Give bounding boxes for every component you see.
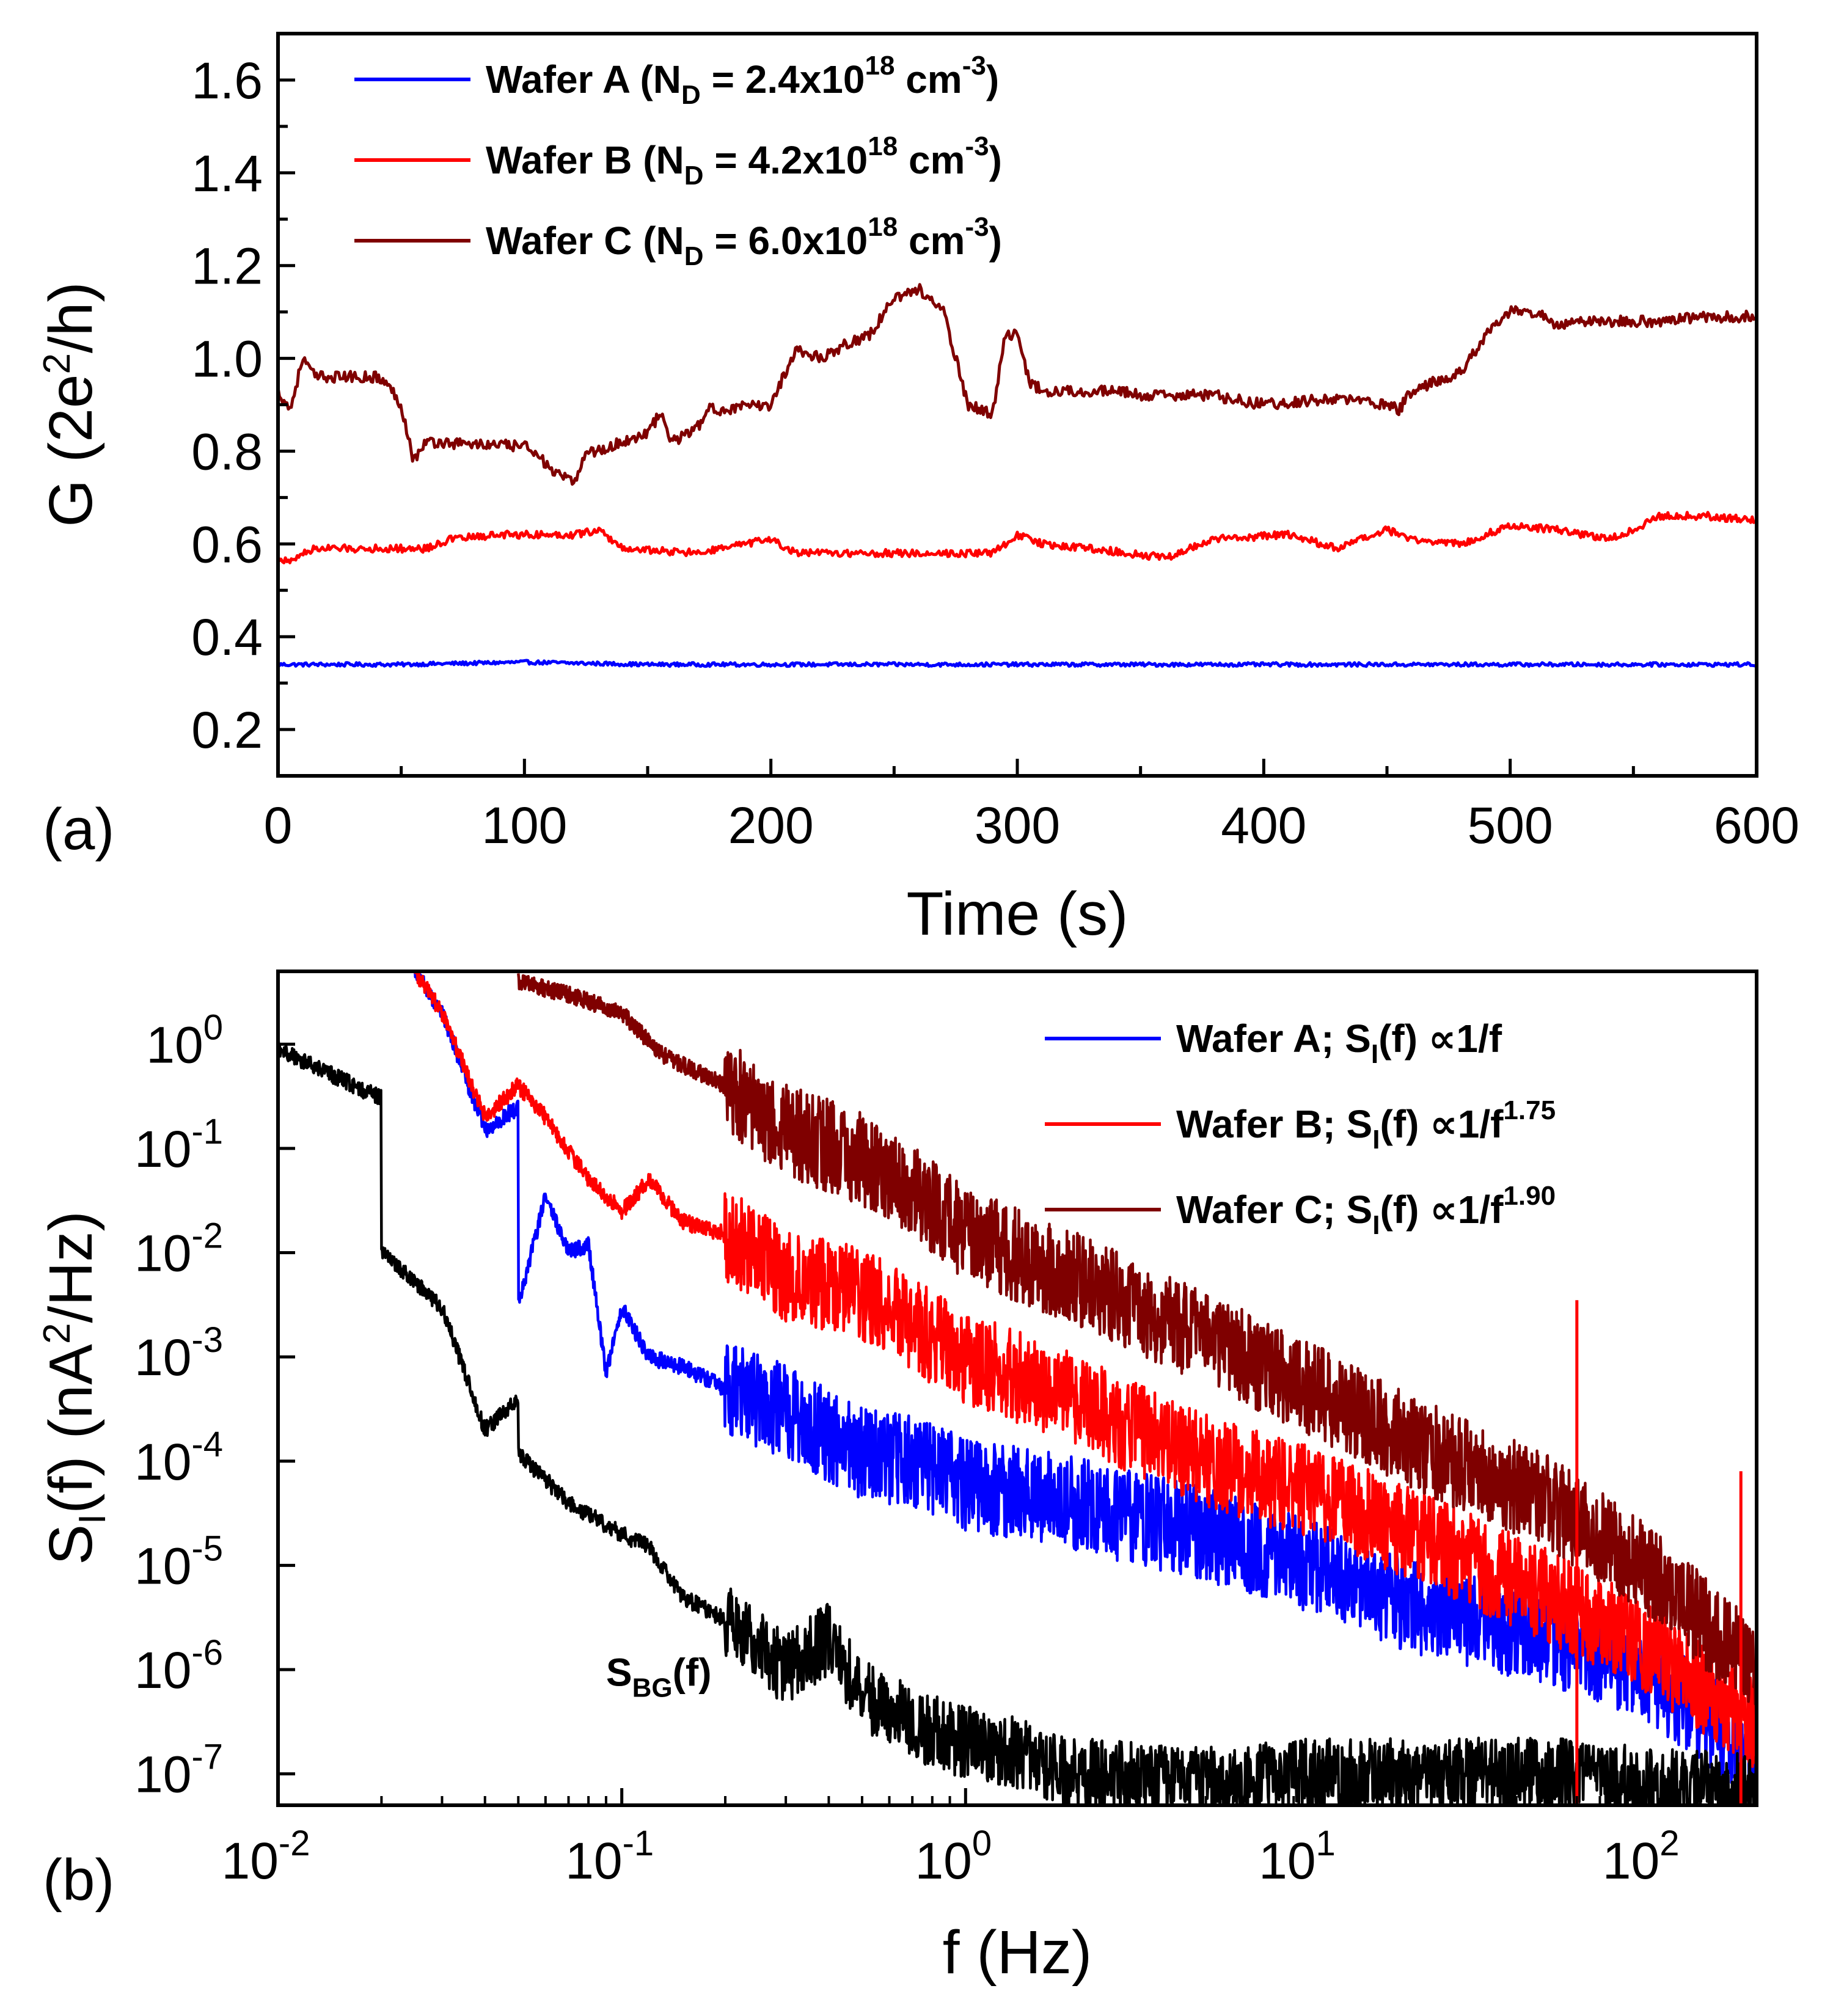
panel-b-legend-entry-1: Wafer A; SI(f) ∝1/f bbox=[1176, 1017, 1502, 1069]
panel-b-series-3-line bbox=[517, 973, 1757, 1717]
panel-a-label: (a) bbox=[43, 797, 114, 862]
panel-a-y-tick-label-7: 1.6 bbox=[191, 52, 263, 109]
panel-a-legend-entry-2: Wafer B (ND = 4.2x1018 cm-3) bbox=[486, 131, 1002, 191]
panel-a-legend-entry-1: Wafer A (ND = 2.4x1018 cm-3) bbox=[486, 51, 999, 110]
panel-b-legend: Wafer A; SI(f) ∝1/f Wafer B; SI(f) ∝1/f1.… bbox=[1045, 1017, 1556, 1240]
panel-b-y-axis-label: SI(f) (nA2/Hz) bbox=[36, 1211, 114, 1565]
panel-a-x-tick-label-2: 200 bbox=[728, 797, 814, 854]
panel-a-y-tick-label-1: 0.4 bbox=[191, 608, 263, 666]
panel-b-x-tick-label-4: 102 bbox=[1603, 1824, 1680, 1890]
panel-a-x-tick-label-0: 0 bbox=[264, 797, 293, 854]
panel-b-y-tick-label-3: 10-4 bbox=[134, 1425, 223, 1491]
panel-b-x-tick-label-0: 10-2 bbox=[221, 1824, 310, 1890]
panel-a-series-3-line bbox=[278, 283, 1757, 486]
panel-b-x-tick-label-1: 10-1 bbox=[565, 1824, 654, 1890]
panel-a-y-tick-label-0: 0.2 bbox=[191, 701, 263, 759]
panel-a-x-tick-label-4: 400 bbox=[1221, 797, 1306, 854]
panel-b-legend-entry-3: Wafer C; SI(f) ∝1/f1.90 bbox=[1176, 1181, 1556, 1240]
panel-a-y-tick-label-5: 1.2 bbox=[191, 238, 263, 295]
panel-b-y-tick-label-1: 10-6 bbox=[134, 1633, 223, 1699]
panel-b-series-2-line bbox=[414, 971, 1757, 1769]
panel-a-y-label-post: /h) bbox=[37, 282, 105, 353]
panel-b-legend-entry-2: Wafer B; SI(f) ∝1/f1.75 bbox=[1176, 1095, 1556, 1155]
panel-b-x-tick-label-2: 100 bbox=[915, 1824, 992, 1890]
panel-a-y-label-pre: G (2e bbox=[37, 374, 105, 527]
panel-b-y-tick-label-7: 100 bbox=[146, 1007, 223, 1073]
panel-a-y-tick-label-6: 1.4 bbox=[191, 145, 263, 202]
panel-b: 10-2 10-1 100 101 102 10-7 10-6 10-5 10-4 10-3 10-… bbox=[36, 970, 1758, 1987]
panel-a-series bbox=[278, 283, 1757, 668]
panel-b-y-label-post: /Hz) bbox=[37, 1211, 105, 1323]
panel-b-y-tick-label-4: 10-3 bbox=[134, 1320, 223, 1386]
panel-b-y-label-sup: 2 bbox=[36, 1323, 78, 1344]
panel-a-ticks: 0 100 200 300 400 500 600 0.2 0.4 0.6 0.8 1.0 1.2 1.4… bbox=[191, 52, 1799, 854]
panel-a-x-axis-label: Time (s) bbox=[907, 880, 1129, 948]
panel-a-series-1-line bbox=[278, 659, 1756, 668]
panel-a: 0 100 200 300 400 500 600 0.2 0.4 0.6 0.8 1.0 1.2 1.4… bbox=[36, 32, 1799, 948]
panel-a-x-tick-label-6: 600 bbox=[1714, 797, 1799, 854]
panel-b-annotation-label: SBG(f) bbox=[606, 1650, 712, 1703]
panel-a-y-axis-label: G (2e2/h) bbox=[36, 282, 105, 527]
panel-b-y-tick-label-6: 10-1 bbox=[134, 1112, 223, 1178]
panel-b-ticks: 10-2 10-1 100 101 102 10-7 10-6 10-5 10-4 10-3 10-… bbox=[134, 1007, 1758, 1890]
panel-b-x-axis-label: f (Hz) bbox=[943, 1918, 1092, 1987]
panel-b-y-tick-label-0: 10-7 bbox=[134, 1737, 223, 1803]
panel-b-frame bbox=[276, 970, 1758, 1807]
panel-a-y-tick-label-4: 1.0 bbox=[191, 331, 263, 388]
panel-b-x-tick-label-3: 101 bbox=[1259, 1824, 1336, 1890]
panel-a-x-tick-label-5: 500 bbox=[1468, 797, 1553, 854]
panel-b-label: (b) bbox=[43, 1847, 114, 1913]
panel-a-x-tick-label-1: 100 bbox=[481, 797, 567, 854]
panel-b-y-label-sub: I bbox=[71, 1514, 114, 1524]
panel-b-annotation: SBG(f) bbox=[606, 1650, 712, 1703]
panel-a-y-tick-label-2: 0.6 bbox=[191, 516, 263, 573]
panel-a-y-label-sup: 2 bbox=[36, 353, 78, 374]
panel-a-x-tick-label-3: 300 bbox=[975, 797, 1060, 854]
panel-b-y-tick-label-5: 10-2 bbox=[134, 1216, 223, 1282]
panel-a-legend-entry-3: Wafer C (ND = 6.0x1018 cm-3) bbox=[486, 212, 1002, 271]
panel-b-y-tick-label-2: 10-5 bbox=[134, 1528, 223, 1594]
panel-b-y-label-pre: S bbox=[37, 1524, 105, 1565]
panel-b-series-4-line bbox=[278, 1040, 1757, 1805]
panel-a-y-tick-label-3: 0.8 bbox=[191, 423, 263, 480]
panel-b-y-label-mid: (f) (nA bbox=[37, 1344, 105, 1514]
panel-a-series-2-line bbox=[278, 511, 1756, 564]
panel-a-legend: Wafer A (ND = 2.4x1018 cm-3) Wafer B (ND … bbox=[354, 51, 1002, 271]
